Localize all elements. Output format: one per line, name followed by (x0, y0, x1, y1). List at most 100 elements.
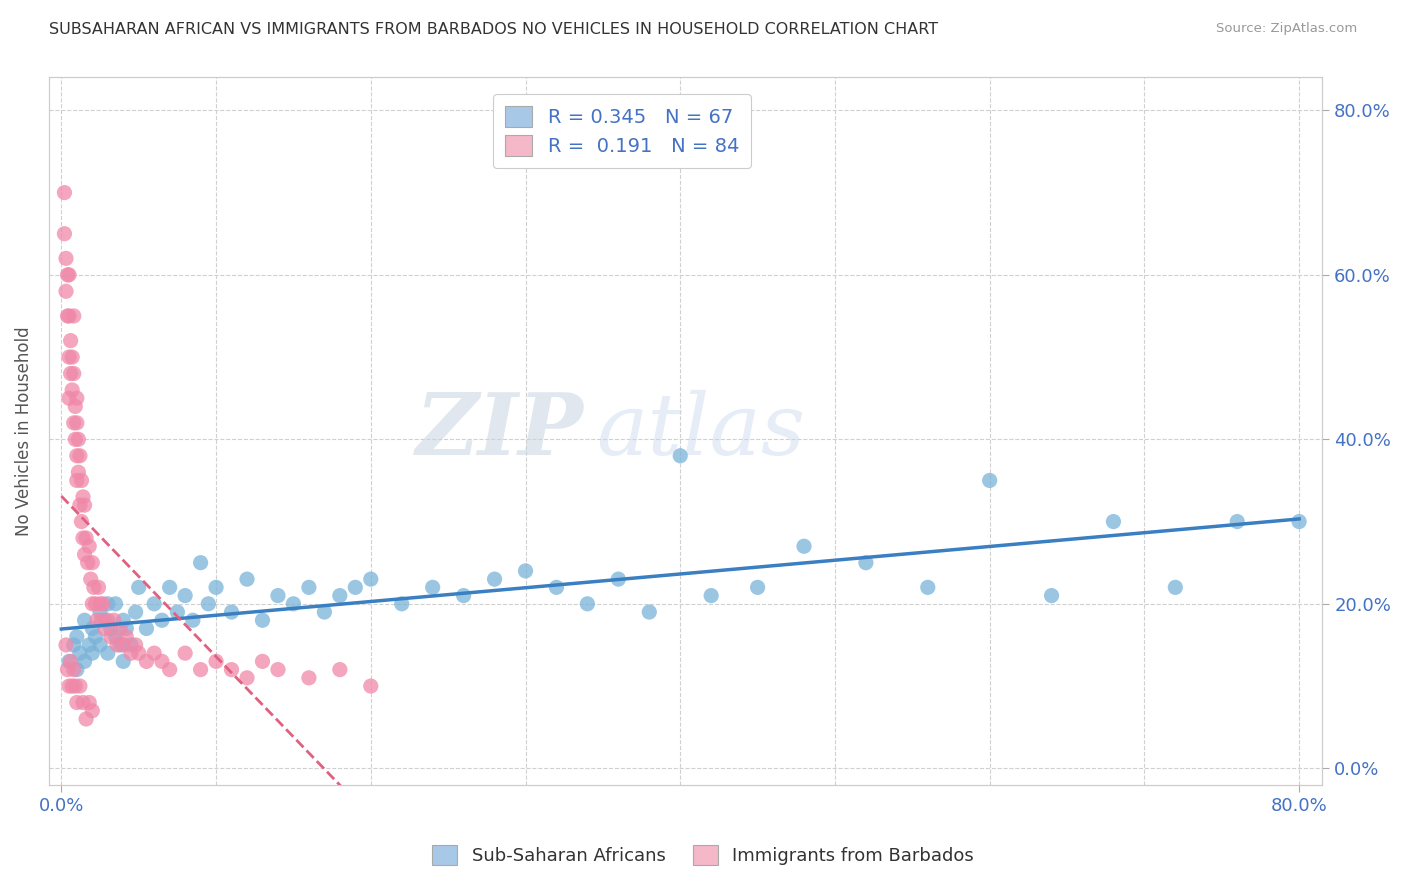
Point (60, 679, 83, 693)
Point (221, 605, 243, 619)
Point (855, 556, 877, 570)
Point (82, 704, 104, 718)
Point (66, 416, 89, 430)
Point (90, 613, 112, 627)
Point (104, 597, 127, 611)
Point (1040, 589, 1063, 603)
Point (546, 580, 568, 594)
Point (55, 638, 77, 652)
Point (69, 646, 91, 660)
Text: ZIP: ZIP (416, 389, 583, 473)
Point (143, 597, 166, 611)
Point (55, 285, 77, 299)
Point (69, 679, 91, 693)
Point (86, 613, 108, 627)
Point (360, 679, 382, 693)
Point (58, 350, 80, 364)
Point (66, 630, 89, 644)
Point (82, 622, 104, 636)
Point (59, 654, 82, 668)
Point (917, 580, 939, 594)
Point (62, 638, 84, 652)
Point (1164, 580, 1187, 594)
Point (73, 548, 96, 562)
Point (115, 622, 138, 636)
Point (73, 498, 96, 512)
Point (56, 309, 79, 323)
Point (66, 663, 89, 677)
Point (73, 654, 96, 668)
Point (75, 712, 97, 726)
Point (84, 597, 107, 611)
Point (252, 613, 274, 627)
Point (166, 605, 188, 619)
Point (73, 613, 96, 627)
Point (77, 539, 100, 553)
Point (197, 597, 219, 611)
Point (60, 350, 83, 364)
Point (104, 630, 127, 644)
Point (66, 696, 89, 710)
Point (58, 391, 80, 405)
Point (115, 630, 138, 644)
Point (360, 572, 382, 586)
Point (69, 498, 91, 512)
Point (65, 679, 87, 693)
Point (1226, 515, 1249, 529)
Text: atlas: atlas (596, 390, 806, 473)
Point (236, 572, 259, 586)
Point (87, 580, 110, 594)
Point (128, 646, 150, 660)
Point (66, 474, 89, 488)
Point (82, 556, 104, 570)
Text: SUBSAHARAN AFRICAN VS IMMIGRANTS FROM BARBADOS NO VEHICLES IN HOUSEHOLD CORRELAT: SUBSAHARAN AFRICAN VS IMMIGRANTS FROM BA… (49, 22, 938, 37)
Point (135, 622, 157, 636)
Point (150, 654, 173, 668)
Point (283, 597, 305, 611)
Point (93, 622, 115, 636)
Point (59, 334, 82, 348)
Point (56, 268, 79, 282)
Point (75, 531, 97, 545)
Point (67, 465, 90, 479)
Point (108, 622, 131, 636)
Point (135, 654, 157, 668)
Point (236, 671, 259, 685)
Point (112, 654, 135, 668)
Point (205, 580, 228, 594)
Legend: Sub-Saharan Africans, Immigrants from Barbados: Sub-Saharan Africans, Immigrants from Ba… (425, 838, 981, 872)
Point (124, 605, 146, 619)
Point (60, 383, 83, 397)
Point (89, 597, 111, 611)
Point (159, 580, 181, 594)
Point (53, 186, 76, 200)
Point (298, 580, 321, 594)
Legend: R = 0.345   N = 67, R =  0.191   N = 84: R = 0.345 N = 67, R = 0.191 N = 84 (494, 95, 751, 168)
Point (72, 696, 94, 710)
Point (120, 646, 142, 660)
Point (221, 663, 243, 677)
Point (143, 646, 166, 660)
Point (70, 474, 93, 488)
Point (100, 630, 122, 644)
Point (150, 613, 173, 627)
Point (55, 252, 77, 266)
Point (58, 679, 80, 693)
Point (84, 630, 107, 644)
Point (97, 613, 120, 627)
Point (267, 663, 290, 677)
Point (669, 449, 692, 463)
Point (67, 433, 90, 447)
Point (82, 597, 104, 611)
Point (59, 367, 82, 381)
Point (267, 589, 290, 603)
Point (62, 416, 84, 430)
Point (89, 638, 111, 652)
Point (159, 663, 181, 677)
Point (1288, 515, 1310, 529)
Point (329, 589, 352, 603)
Point (190, 556, 212, 570)
Point (83, 580, 105, 594)
Point (82, 646, 104, 660)
Point (65, 400, 87, 414)
